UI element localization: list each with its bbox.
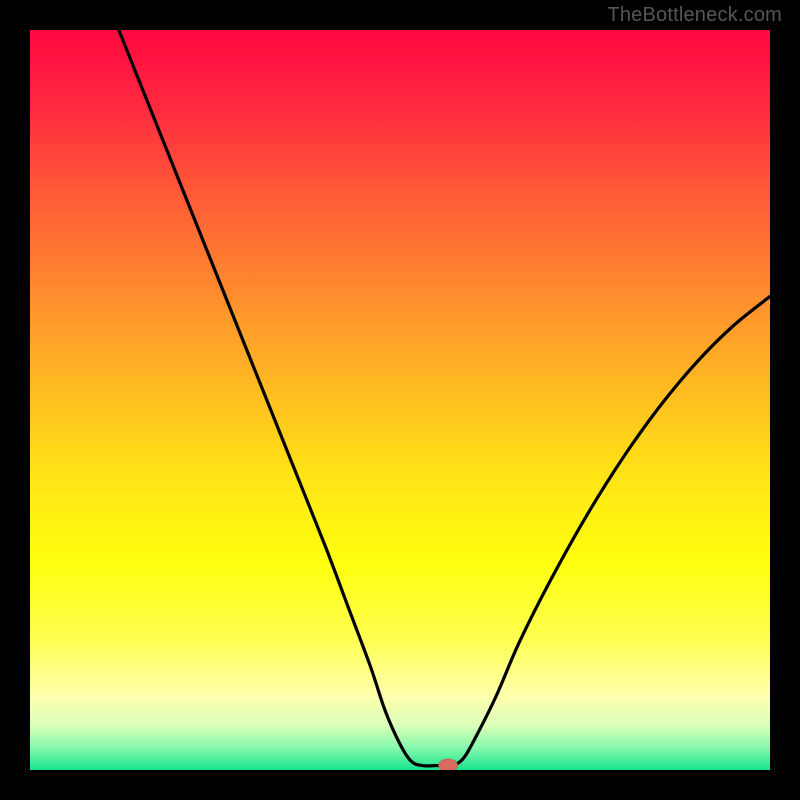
- chart-svg: [30, 30, 770, 770]
- gradient-background: [30, 30, 770, 770]
- optimal-point-marker: [438, 759, 457, 770]
- plot-area: [30, 30, 770, 770]
- chart-container: TheBottleneck.com: [0, 0, 800, 800]
- watermark-text: TheBottleneck.com: [607, 4, 782, 27]
